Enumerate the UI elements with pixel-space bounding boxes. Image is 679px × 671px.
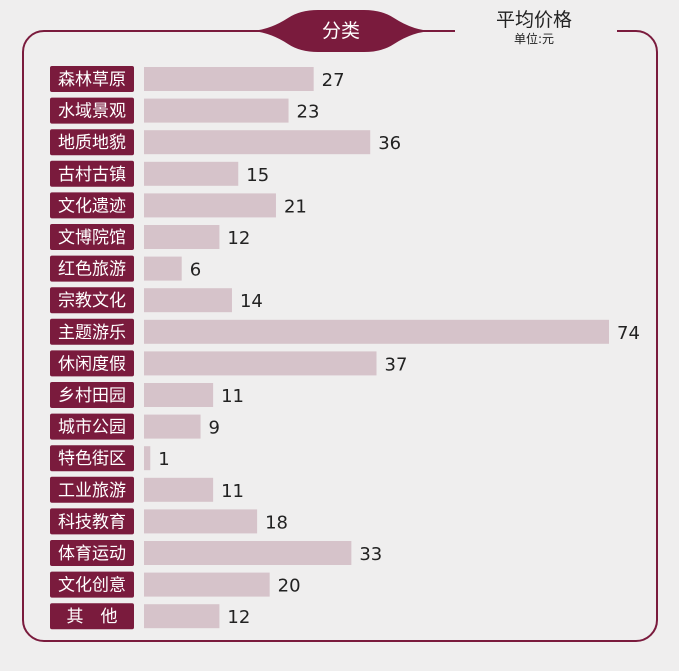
category-label: 文化遗迹 bbox=[58, 196, 126, 216]
category-label: 地质地貌 bbox=[58, 133, 126, 153]
value-label: 1 bbox=[158, 449, 169, 470]
bar-row: 乡村田园 11 bbox=[50, 382, 244, 408]
category-label: 森林草原 bbox=[58, 70, 126, 90]
bar-row: 特色街区 1 bbox=[50, 445, 170, 472]
category-label-bg bbox=[50, 382, 134, 408]
category-label: 其 他 bbox=[67, 607, 118, 627]
bar-row: 红色旅游 6 bbox=[50, 255, 201, 282]
bar bbox=[144, 98, 289, 123]
category-label-bg bbox=[50, 476, 134, 503]
value-label: 33 bbox=[359, 544, 382, 565]
value-label: 12 bbox=[227, 607, 250, 628]
category-label-bg bbox=[50, 413, 134, 440]
category-label-bg bbox=[50, 160, 134, 187]
category-label: 工业旅游 bbox=[58, 481, 126, 501]
bar bbox=[144, 414, 201, 439]
category-label: 宗教文化 bbox=[58, 291, 126, 311]
category-header: 分类 bbox=[321, 20, 360, 42]
value-label: 18 bbox=[265, 512, 288, 533]
bar bbox=[144, 446, 151, 471]
category-label-bg bbox=[50, 287, 134, 314]
category-label: 体育运动 bbox=[58, 544, 126, 564]
category-label-bg bbox=[50, 192, 134, 219]
value-label: 21 bbox=[284, 196, 307, 217]
value-label: 11 bbox=[221, 386, 244, 407]
category-label-bg bbox=[50, 224, 134, 250]
category-label-bg bbox=[50, 350, 134, 377]
bar-row: 水域景观 23 bbox=[50, 97, 320, 124]
bar-row: 古村古镇 15 bbox=[50, 160, 269, 187]
value-label: 36 bbox=[378, 133, 401, 154]
bar-row: 科技教育 18 bbox=[50, 508, 288, 535]
category-label-bg bbox=[50, 603, 134, 630]
value-label: 11 bbox=[221, 481, 244, 502]
bar-row: 休闲度假 37 bbox=[50, 350, 408, 377]
bar bbox=[144, 161, 239, 186]
category-label: 主题游乐 bbox=[58, 323, 126, 343]
category-label: 红色旅游 bbox=[58, 260, 126, 280]
category-label: 文化创意 bbox=[58, 576, 126, 596]
value-header: 平均价格 单位:元 bbox=[470, 8, 598, 46]
bar bbox=[144, 225, 220, 249]
value-label: 6 bbox=[190, 260, 201, 281]
category-label-bg bbox=[50, 129, 134, 156]
bar bbox=[144, 288, 232, 313]
value-label: 27 bbox=[322, 70, 345, 91]
bar-row: 工业旅游 11 bbox=[50, 476, 244, 503]
category-label-bg bbox=[50, 508, 134, 535]
category-label-bg bbox=[50, 318, 134, 345]
bar bbox=[144, 67, 314, 91]
bar bbox=[144, 383, 214, 407]
bar bbox=[144, 509, 258, 534]
value-label: 74 bbox=[617, 323, 640, 344]
bar bbox=[144, 351, 377, 376]
bar-row: 文化创意 20 bbox=[50, 571, 301, 598]
bar bbox=[144, 541, 352, 565]
value-label: 12 bbox=[227, 228, 250, 249]
bar bbox=[144, 193, 276, 218]
bar-row: 宗教文化 14 bbox=[50, 287, 263, 314]
value-label: 9 bbox=[209, 418, 220, 439]
bar-row: 森林草原 27 bbox=[50, 66, 345, 92]
bar bbox=[144, 477, 214, 502]
bar-row: 体育运动 33 bbox=[50, 540, 382, 566]
category-label: 城市公园 bbox=[58, 418, 126, 438]
value-label: 37 bbox=[385, 354, 408, 375]
category-label: 文博院馆 bbox=[58, 228, 126, 248]
bar bbox=[144, 319, 609, 344]
category-label: 特色街区 bbox=[58, 449, 126, 469]
value-label: 15 bbox=[246, 165, 269, 186]
category-header-badge bbox=[248, 10, 434, 52]
category-label: 乡村田园 bbox=[58, 386, 126, 406]
category-label: 水域景观 bbox=[58, 102, 126, 122]
category-label-bg bbox=[50, 97, 134, 124]
value-label: 23 bbox=[297, 102, 320, 123]
value-header-title: 平均价格 bbox=[495, 9, 572, 31]
category-label: 休闲度假 bbox=[58, 354, 126, 374]
bar-row: 文博院馆 12 bbox=[50, 224, 250, 250]
bar-row: 其 他 12 bbox=[50, 603, 250, 630]
frame-gap bbox=[455, 26, 617, 36]
bar bbox=[144, 572, 270, 597]
category-label-bg bbox=[50, 66, 134, 92]
unit-label: 单位:元 bbox=[513, 32, 555, 46]
value-label: 20 bbox=[278, 576, 301, 597]
value-label: 14 bbox=[240, 291, 263, 312]
category-label: 古村古镇 bbox=[58, 165, 126, 185]
category-label-bg bbox=[50, 445, 134, 472]
bar-row: 文化遗迹 21 bbox=[50, 192, 307, 219]
category-label-bg bbox=[50, 571, 134, 598]
bar-row: 地质地貌 36 bbox=[50, 129, 401, 156]
bar bbox=[144, 256, 182, 281]
category-label-bg bbox=[50, 255, 134, 282]
bar-row: 主题游乐 74 bbox=[50, 318, 640, 345]
bar bbox=[144, 604, 220, 629]
bar bbox=[144, 130, 371, 155]
category-label: 科技教育 bbox=[58, 512, 126, 532]
bar-row: 城市公园 9 bbox=[50, 413, 220, 440]
category-label-bg bbox=[50, 540, 134, 566]
